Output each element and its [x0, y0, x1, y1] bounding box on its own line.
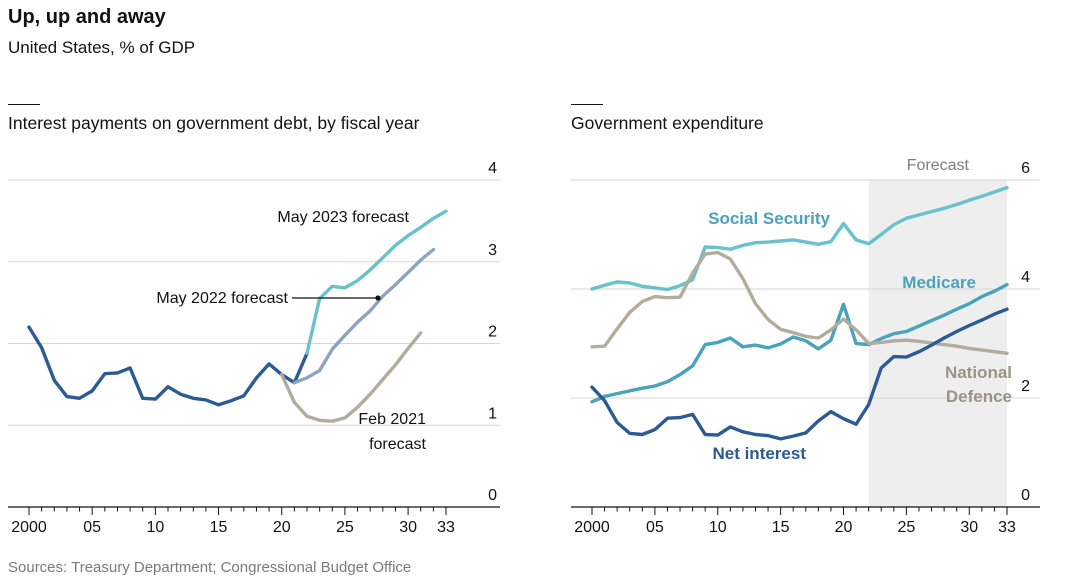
chart-title: Up, up and away [8, 6, 166, 28]
right-series-net-interest [590, 307, 1009, 441]
label-national-defence-line1: National [945, 363, 1012, 382]
label-feb-2021-line1: Feb 2021 [358, 411, 426, 428]
left-x-tick-label: 30 [399, 519, 417, 536]
right-x-tick-label: 33 [998, 519, 1016, 536]
right-panel-rule [571, 104, 603, 105]
right-x-tick-label: 30 [960, 519, 978, 536]
right-y-tick-label: 2 [1021, 378, 1030, 395]
chart-subtitle: United States, % of GDP [8, 38, 196, 57]
right-series-national-defence [590, 250, 1009, 355]
label-national-defence-line2: Defence [946, 387, 1012, 406]
left-panel-title: Interest payments on government debt, by… [8, 113, 420, 133]
left-y-tick-label: 3 [488, 242, 497, 259]
label-net-interest: Net interest [712, 444, 806, 463]
left-x-tick-label: 20 [273, 519, 291, 536]
source-note: Sources: Treasury Department; Congressio… [8, 559, 412, 576]
left-y-tick-label: 1 [488, 405, 497, 422]
label-feb-2021-line2: forecast [369, 436, 426, 453]
right-x-tick-label: 20 [835, 519, 853, 536]
label-may-2022-forecast: May 2022 forecast [156, 290, 288, 307]
left-series-may-2023-forecast [305, 209, 448, 355]
left-series-may-2022-forecast [292, 247, 436, 385]
left-x-tick-label: 33 [437, 519, 455, 536]
left-x-tick-label: 05 [83, 519, 101, 536]
right-series-social-security [590, 185, 1009, 292]
right-x-tick-label: 2000 [574, 519, 610, 536]
right-forecast-label: Forecast [907, 157, 970, 174]
right-x-tick-label: 25 [897, 519, 915, 536]
left-x-tick-label: 25 [336, 519, 354, 536]
right-y-tick-label: 0 [1021, 487, 1030, 504]
left-x-tick-label: 10 [146, 519, 164, 536]
right-series-medicare [590, 282, 1009, 404]
label-medicare: Medicare [902, 273, 976, 292]
left-x-tick-label: 2000 [11, 519, 47, 536]
left-series-feb-2021-forecast [280, 331, 423, 423]
may-2022-leader-dot [375, 295, 381, 301]
left-y-tick-label: 4 [488, 160, 497, 177]
right-y-tick-label: 4 [1021, 269, 1030, 286]
left-series-net-interest [27, 325, 309, 407]
right-y-tick-label: 6 [1021, 160, 1030, 177]
right-x-tick-label: 10 [709, 519, 727, 536]
left-x-tick-label: 15 [210, 519, 228, 536]
left-panel-rule [8, 104, 40, 105]
left-y-tick-label: 0 [488, 487, 497, 504]
right-panel-title: Government expenditure [571, 113, 764, 133]
label-may-2023-forecast: May 2023 forecast [277, 209, 409, 226]
label-social-security: Social Security [708, 209, 830, 228]
left-y-tick-label: 2 [488, 324, 497, 341]
right-x-tick-label: 05 [646, 519, 664, 536]
right-x-tick-label: 15 [772, 519, 790, 536]
